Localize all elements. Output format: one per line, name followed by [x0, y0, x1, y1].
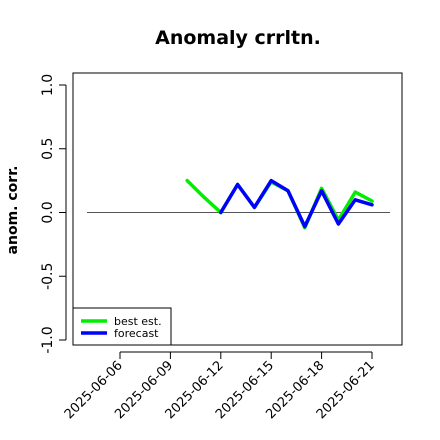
y-tick-label: -1.0 — [40, 326, 56, 353]
legend-label: forecast — [114, 327, 159, 340]
y-tick-label: 0.0 — [40, 201, 56, 223]
legend-label: best est. — [114, 315, 162, 328]
y-axis-label: anom. corr. — [5, 166, 21, 255]
y-tick-label: 1.0 — [40, 74, 56, 96]
series-line-forecast — [219, 178, 374, 229]
chart-title: Anomaly crrltn. — [155, 27, 321, 49]
y-tick-label: 0.5 — [40, 138, 56, 160]
plot-frame — [72, 72, 403, 346]
y-tick-label: -0.5 — [40, 263, 56, 290]
legend-box — [72, 307, 172, 346]
